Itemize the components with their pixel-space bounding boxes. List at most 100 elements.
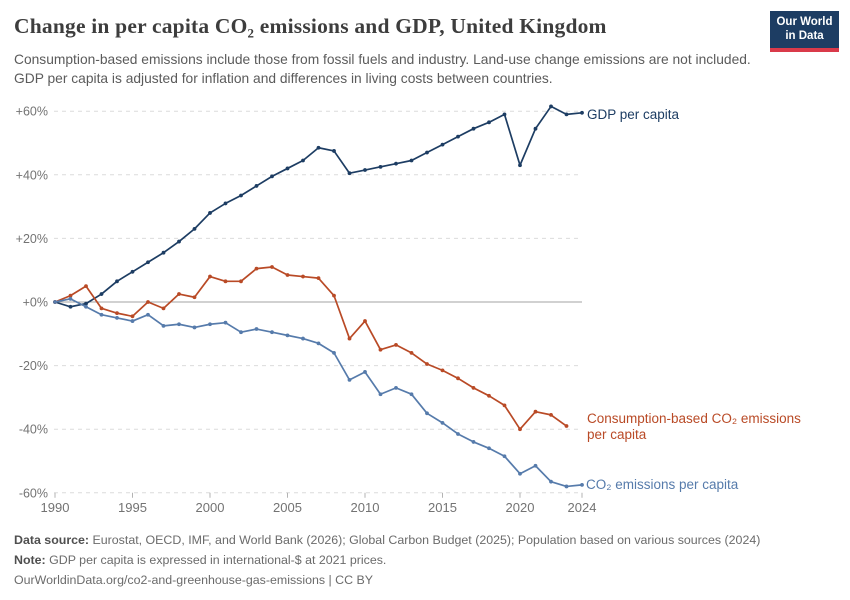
data-point-gdp <box>518 163 522 168</box>
data-point-consumption-co2 <box>549 412 553 417</box>
data-point-consumption-co2 <box>518 427 522 432</box>
data-point-gdp <box>161 250 166 255</box>
x-tick-label: 2015 <box>428 500 457 515</box>
footer-note-label: Note: <box>14 553 46 568</box>
data-point-consumption-co2 <box>254 266 259 271</box>
footer-datasource: Data source: Eurostat, OECD, IMF, and Wo… <box>14 530 840 550</box>
data-point-consumption-co2 <box>471 385 476 390</box>
data-point-co2 <box>270 330 274 335</box>
data-point-co2 <box>363 370 367 374</box>
data-point-co2 <box>146 312 150 317</box>
data-point-gdp <box>378 164 383 169</box>
data-point-consumption-co2 <box>564 424 569 428</box>
y-tick-label: -20% <box>19 359 48 373</box>
data-point-gdp <box>409 158 414 163</box>
data-point-consumption-co2 <box>223 279 228 284</box>
chart-footer: Data source: Eurostat, OECD, IMF, and Wo… <box>14 530 840 590</box>
data-point-gdp <box>115 279 119 284</box>
data-point-consumption-co2 <box>440 368 445 373</box>
data-point-co2 <box>564 484 569 489</box>
series-label-co2: CO₂ emissions per capita <box>586 477 739 492</box>
data-point-gdp <box>301 158 305 163</box>
data-point-consumption-co2 <box>378 347 383 352</box>
data-point-gdp <box>208 211 212 215</box>
data-point-co2 <box>285 333 290 338</box>
x-tick-label: 2024 <box>568 500 597 515</box>
data-point-gdp <box>394 161 398 166</box>
footer-note: Note: GDP per capita is expressed in int… <box>14 550 840 570</box>
data-point-co2 <box>84 304 88 309</box>
data-point-gdp <box>270 174 274 179</box>
x-tick-label: 2010 <box>351 500 380 515</box>
data-point-gdp <box>549 104 553 109</box>
footer-datasource-label: Data source: <box>14 533 90 547</box>
data-point-consumption-co2 <box>332 293 336 298</box>
data-point-consumption-co2 <box>394 343 398 347</box>
data-point-co2 <box>130 319 135 323</box>
data-point-gdp <box>502 112 507 117</box>
data-point-gdp <box>316 145 321 150</box>
data-point-gdp <box>68 304 73 309</box>
data-point-co2 <box>502 454 507 459</box>
data-point-gdp <box>223 201 228 206</box>
data-point-consumption-co2 <box>68 293 73 298</box>
data-point-co2 <box>487 446 491 451</box>
data-point-co2 <box>301 336 305 341</box>
data-point-consumption-co2 <box>177 292 181 296</box>
data-point-consumption-co2 <box>316 276 321 281</box>
chart-title: Change in per capita CO₂ emissions and G… <box>14 14 607 38</box>
data-point-gdp <box>425 150 429 155</box>
data-point-consumption-co2 <box>115 311 119 316</box>
data-point-co2 <box>456 432 460 436</box>
data-point-gdp <box>130 269 135 274</box>
owid-logo: Our World in Data <box>770 11 839 52</box>
data-point-consumption-co2 <box>146 300 150 304</box>
x-tick-label: 2005 <box>273 500 302 515</box>
data-point-gdp <box>580 110 584 115</box>
data-point-co2 <box>254 327 259 331</box>
data-point-gdp <box>99 292 104 296</box>
y-tick-label: +60% <box>16 105 48 119</box>
data-point-gdp <box>456 134 460 139</box>
footer-link[interactable]: OurWorldinData.org/co2-and-greenhouse-ga… <box>14 573 374 588</box>
data-point-consumption-co2 <box>425 362 429 366</box>
data-point-consumption-co2 <box>502 403 507 408</box>
data-point-co2 <box>208 322 212 327</box>
owid-logo-line2: in Data <box>785 29 824 42</box>
data-point-co2 <box>239 330 243 335</box>
data-point-consumption-co2 <box>487 393 491 398</box>
data-point-gdp <box>84 301 88 306</box>
data-point-gdp <box>487 120 491 125</box>
data-point-consumption-co2 <box>208 274 212 279</box>
y-tick-label: +20% <box>16 232 48 246</box>
chart-subtitle: Consumption-based emissions include thos… <box>14 52 751 87</box>
data-point-co2 <box>378 392 383 397</box>
data-point-gdp <box>440 142 445 147</box>
data-point-gdp <box>564 112 569 117</box>
data-point-gdp <box>177 239 181 244</box>
data-point-consumption-co2 <box>409 350 414 355</box>
data-point-consumption-co2 <box>347 336 352 341</box>
data-point-co2 <box>425 411 429 416</box>
data-point-co2 <box>161 323 166 328</box>
data-point-consumption-co2 <box>99 306 104 311</box>
footer-note-text: GDP per capita is expressed in internati… <box>45 553 387 568</box>
data-point-gdp <box>363 168 367 172</box>
data-point-consumption-co2 <box>533 409 538 414</box>
data-point-gdp <box>471 126 476 131</box>
data-point-consumption-co2 <box>285 273 290 277</box>
series-line-co2 <box>54 297 583 488</box>
data-point-co2 <box>549 479 553 484</box>
data-point-co2 <box>533 463 538 468</box>
data-point-consumption-co2 <box>161 306 166 311</box>
data-point-co2 <box>68 296 73 301</box>
y-tick-label: +40% <box>16 168 48 182</box>
data-point-co2 <box>347 378 352 382</box>
data-point-co2 <box>440 420 445 425</box>
data-point-consumption-co2 <box>130 314 135 319</box>
data-point-co2 <box>177 322 181 327</box>
footer-datasource-text: Eurostat, OECD, IMF, and World Bank (202… <box>89 533 761 547</box>
data-point-gdp <box>332 149 336 153</box>
data-point-co2 <box>192 325 197 330</box>
